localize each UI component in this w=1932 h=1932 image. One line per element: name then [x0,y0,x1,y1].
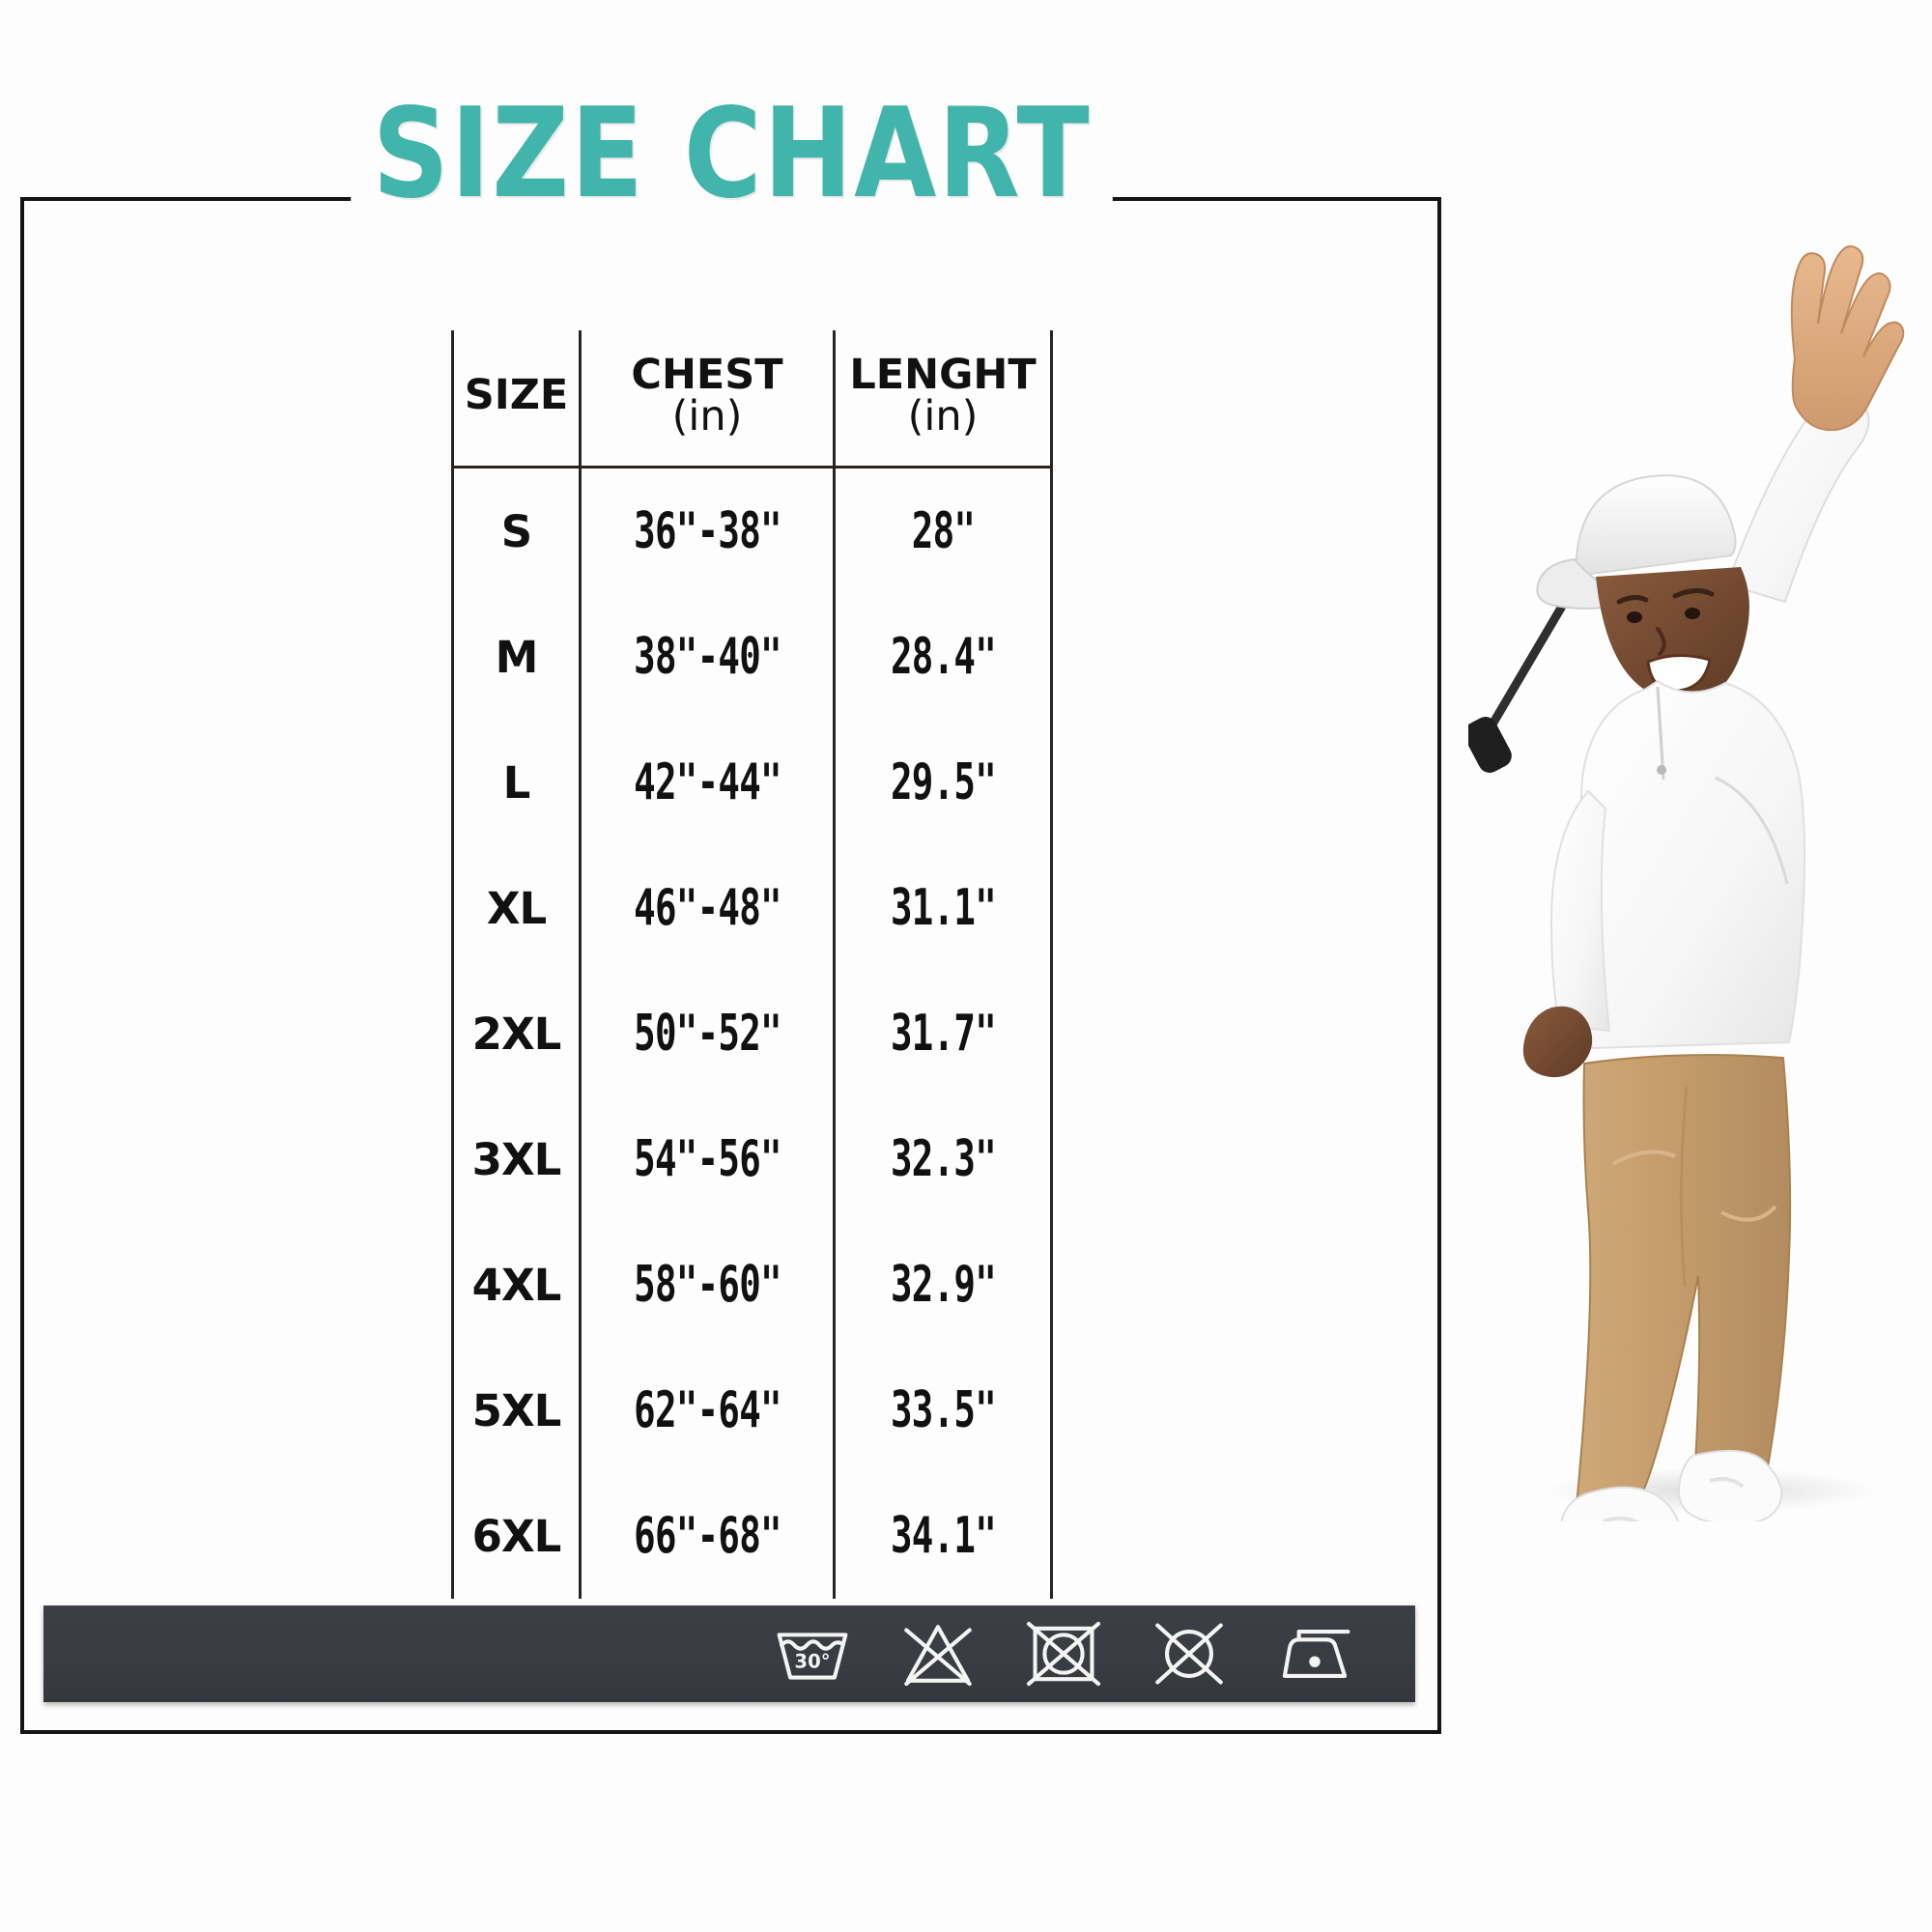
column-header-length-unit: (in) [907,391,979,440]
cell-size: S [451,467,582,594]
cell-size: XL [451,845,582,971]
pants [1575,1054,1792,1518]
column-header-size-label: SIZE [464,371,569,420]
cell-size: 2XL [451,971,582,1096]
care-instructions-bar: 30° [43,1605,1415,1702]
table-row: 5XL 62"-64" 33.5" [451,1348,1052,1473]
table-row: S 36"-38" 28" [451,467,1052,594]
cell-length: 28" [863,467,1023,594]
cell-chest: 36"-38" [614,467,800,594]
table-row: 2XL 50"-52" 31.7" [451,971,1052,1096]
cell-length: 34.1" [863,1473,1023,1599]
column-header-size: SIZE [451,330,582,469]
cell-length: 33.5" [863,1348,1023,1473]
svg-text:30°: 30° [794,1651,830,1673]
cell-chest: 62"-64" [614,1348,800,1473]
cell-size: 4XL [451,1222,582,1348]
iron-low-icon [1274,1619,1355,1689]
wash-30-icon: 30° [772,1619,853,1689]
cell-chest: 58"-60" [614,1222,800,1348]
table-row: XL 46"-48" 31.1" [451,845,1052,971]
cell-size: L [451,720,582,845]
cell-size: 5XL [451,1348,582,1473]
cell-chest: 42"-44" [614,720,800,845]
cell-chest: 66"-68" [614,1473,800,1599]
cell-size: 3XL [451,1096,582,1222]
cell-length: 29.5" [863,720,1023,845]
table-row: 6XL 66"-68" 34.1" [451,1473,1052,1599]
table-header-row: SIZE CHEST (in) LENGHT (in) [451,330,1053,469]
cell-chest: 54"-56" [614,1096,800,1222]
size-chart-table: SIZE CHEST (in) LENGHT (in) S 36"-38" 28" M… [451,330,1053,1599]
do-not-bleach-icon [897,1619,979,1689]
cell-size: 6XL [451,1473,582,1599]
table-row: 3XL 54"-56" 32.3" [451,1096,1052,1222]
column-header-chest: CHEST (in) [579,330,836,469]
cell-length: 31.7" [863,971,1023,1096]
cell-chest: 46"-48" [614,845,800,971]
head [1596,567,1749,702]
cell-length: 28.4" [863,594,1023,720]
table-row: L 42"-44" 29.5" [451,720,1052,845]
raised-arm [1725,245,1905,604]
column-header-length: LENGHT (in) [833,330,1053,469]
cell-length: 32.9" [863,1222,1023,1348]
cell-length: 31.1" [863,845,1023,971]
table-header: SIZE CHEST (in) LENGHT (in) [451,330,1053,469]
cell-chest: 38"-40" [614,594,800,720]
do-not-tumble-dry-icon [1023,1619,1104,1689]
table-row: M 38"-40" 28.4" [451,594,1052,720]
table-row: 4XL 58"-60" 32.9" [451,1222,1052,1348]
cell-size: M [451,594,582,720]
table-body: S 36"-38" 28" M 38"-40" 28.4" L 42"-44" 29.5" XL 4… [451,467,1052,1599]
shirt [1522,679,1805,1078]
model-photo [1468,237,1913,1521]
cell-length: 32.3" [863,1096,1023,1222]
cell-chest: 50"-52" [614,971,800,1096]
column-header-chest-unit: (in) [671,391,743,440]
column-header-chest-label: CHEST [631,351,783,400]
shoes [1560,1449,1783,1521]
do-not-dry-clean-icon [1149,1619,1230,1689]
column-header-length-label: LENGHT [849,351,1037,400]
